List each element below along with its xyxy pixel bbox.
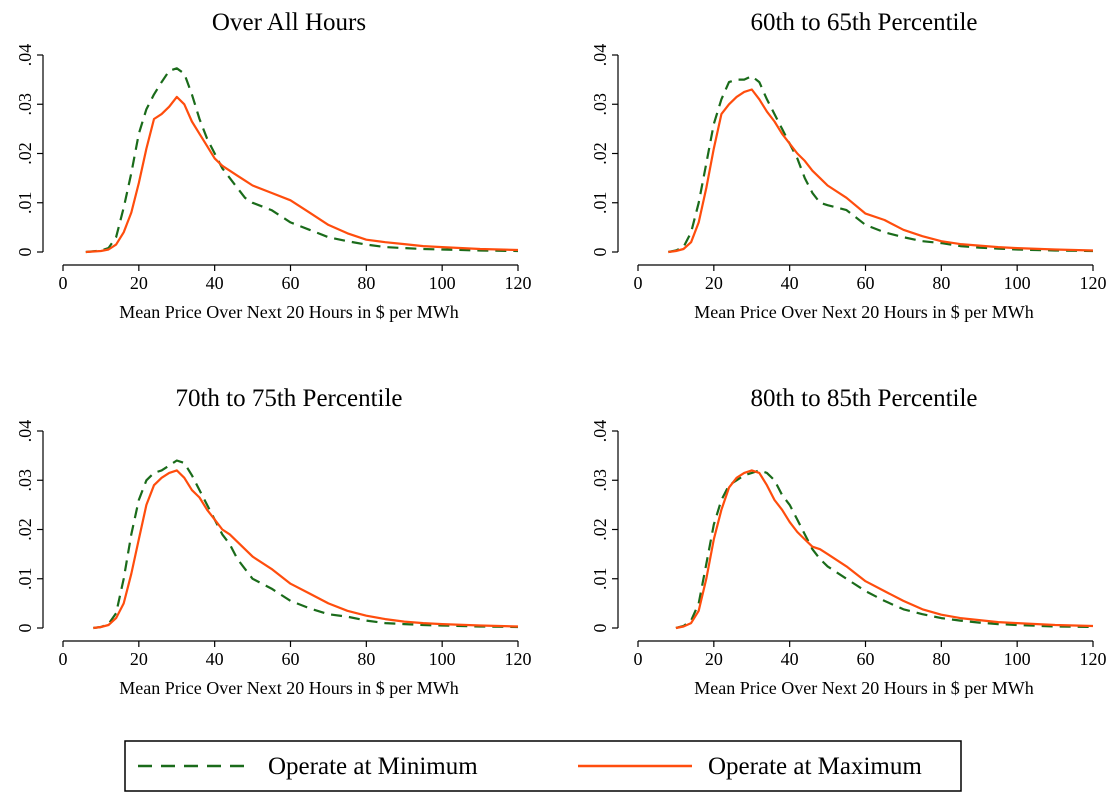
y-tick-label: .04 [15,420,35,443]
series-line-maximum [93,469,519,630]
y-tick-label: .01 [590,568,610,591]
y-tick-label: .02 [15,518,35,541]
x-tick-label: 60 [282,649,300,669]
series-line-maximum [675,469,1094,630]
x-tick-label: 40 [781,649,799,669]
x-tick-label: 0 [634,649,643,669]
x-tick-label: 120 [1080,273,1107,293]
x-tick-label: 20 [705,649,723,669]
y-tick-label: .04 [15,44,35,67]
x-tick-label: 0 [59,649,68,669]
x-tick-label: 100 [429,649,456,669]
y-tick-label: 0 [590,248,610,257]
series-line-maximum [85,95,519,254]
y-tick-label: .04 [590,44,610,67]
series-line-maximum [668,88,1094,254]
series-line-minimum [668,75,1094,254]
x-tick-label: 20 [130,273,148,293]
y-tick-label: .02 [15,142,35,165]
x-tick-label: 60 [857,649,875,669]
x-tick-label: 60 [857,273,875,293]
panel-1: Over All Hours Mean Price Over Next 20 H… [15,9,532,322]
x-tick-label: 120 [1080,649,1107,669]
panel-title: 80th to 85th Percentile [750,385,977,412]
x-tick-label: 0 [59,273,68,293]
legend-label-maximum: Operate at Maximum [708,753,922,780]
y-tick-label: .03 [590,93,610,116]
x-tick-label: 120 [505,273,532,293]
y-tick-label: .04 [590,420,610,443]
legend: Operate at Minimum Operate at Maximum [124,740,962,792]
y-tick-label: 0 [15,248,35,257]
panel-2: 60th to 65th Percentile Mean Price Over … [590,9,1107,322]
x-tick-label: 60 [282,273,300,293]
y-tick-label: .03 [15,469,35,492]
x-axis-label: Mean Price Over Next 20 Hours in $ per M… [119,302,458,322]
x-tick-label: 100 [429,273,456,293]
panel-title: 70th to 75th Percentile [175,385,402,412]
panel-title: Over All Hours [212,9,366,36]
x-tick-label: 100 [1004,649,1031,669]
x-tick-label: 40 [206,273,224,293]
series-line-minimum [85,67,519,254]
y-tick-label: .03 [590,469,610,492]
legend-label-minimum: Operate at Minimum [268,753,478,780]
x-axis-label: Mean Price Over Next 20 Hours in $ per M… [694,678,1033,698]
x-tick-label: 40 [781,273,799,293]
x-tick-label: 20 [130,649,148,669]
y-tick-label: 0 [590,624,610,633]
legend-box [124,740,962,792]
x-tick-label: 80 [357,649,375,669]
panel-title: 60th to 65th Percentile [750,9,977,36]
x-axis-label: Mean Price Over Next 20 Hours in $ per M… [694,302,1033,322]
y-tick-label: .01 [15,192,35,215]
panel-3: 70th to 75th Percentile Mean Price Over … [15,385,532,698]
y-tick-label: .01 [590,192,610,215]
x-tick-label: 120 [505,649,532,669]
y-tick-label: .02 [590,142,610,165]
y-tick-label: 0 [15,624,35,633]
x-tick-label: 0 [634,273,643,293]
y-tick-label: .01 [15,568,35,591]
x-tick-label: 100 [1004,273,1031,293]
x-tick-label: 80 [932,273,950,293]
series-line-minimum [675,469,1094,630]
x-tick-label: 20 [705,273,723,293]
panel-4: 80th to 85th Percentile Mean Price Over … [590,385,1107,698]
y-tick-label: .02 [590,518,610,541]
x-tick-label: 40 [206,649,224,669]
series-line-minimum [93,459,519,630]
y-tick-label: .03 [15,93,35,116]
x-axis-label: Mean Price Over Next 20 Hours in $ per M… [119,678,458,698]
x-tick-label: 80 [357,273,375,293]
x-tick-label: 80 [932,649,950,669]
